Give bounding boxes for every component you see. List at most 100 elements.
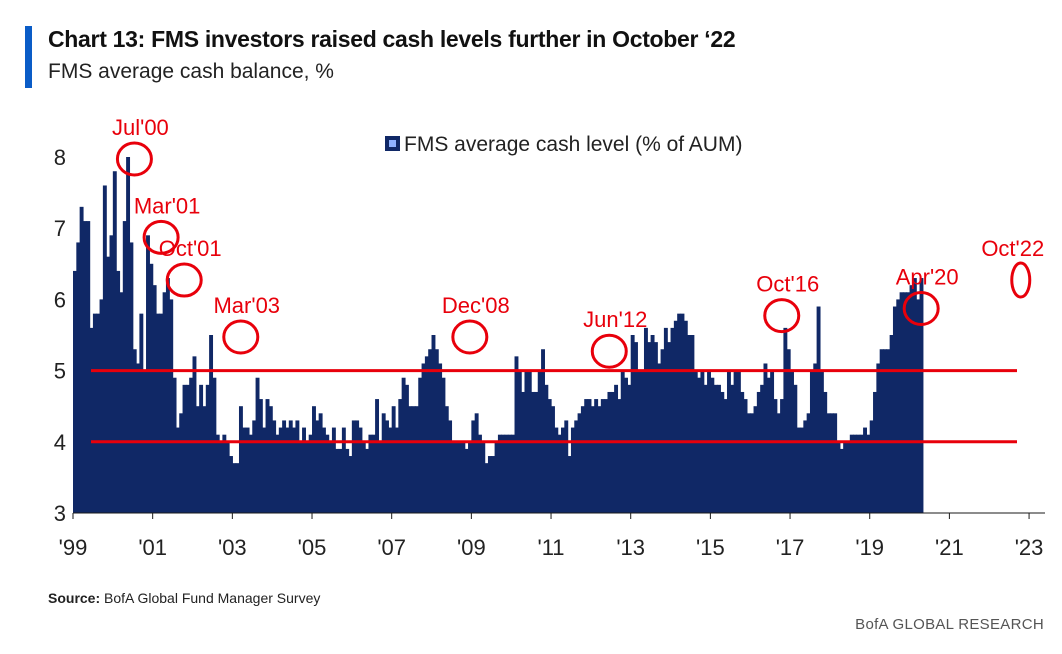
bar [431, 335, 436, 513]
bar [497, 434, 502, 513]
bar [438, 363, 443, 513]
bar [839, 448, 844, 513]
bar [504, 434, 509, 513]
bar [574, 420, 579, 513]
bar [73, 270, 77, 513]
bar [567, 456, 572, 513]
x-tick-label: '23 [1015, 535, 1044, 560]
bar [471, 420, 476, 513]
bar [756, 391, 761, 513]
bar [670, 327, 675, 513]
x-axis-labels: '99 '01 '03 '05 '07 '09 '11 '13 '15 '17 '19 '21 '23 [59, 513, 1044, 560]
bar [554, 427, 559, 513]
bar [783, 327, 788, 513]
annotation-circle [1010, 261, 1032, 299]
bar [590, 406, 595, 513]
x-tick-label: '05 [298, 535, 327, 560]
bar [531, 391, 536, 513]
bar [345, 448, 350, 513]
bar [155, 313, 160, 513]
bar [252, 420, 257, 513]
bar [245, 427, 250, 513]
bar [869, 420, 874, 513]
bar [424, 356, 429, 513]
bar [746, 413, 751, 513]
bar [328, 441, 333, 513]
annotation-label: Apr'20 [896, 265, 959, 290]
bar [401, 377, 406, 513]
bar [195, 406, 200, 513]
bar [331, 427, 336, 513]
bar [577, 413, 582, 513]
bar [248, 434, 253, 513]
bar [902, 292, 907, 513]
bar [813, 363, 818, 513]
bar [454, 441, 459, 513]
y-tick-label: 3 [54, 501, 66, 526]
bar [896, 299, 901, 513]
chart-subtitle: FMS average cash balance, % [48, 60, 334, 83]
bar [132, 349, 137, 513]
bar [285, 427, 290, 513]
bar [82, 221, 87, 513]
bar [434, 349, 439, 513]
bar [534, 391, 539, 513]
bar [653, 342, 658, 513]
bar [106, 256, 111, 513]
bar [750, 413, 755, 513]
bar [849, 434, 854, 513]
bar [109, 235, 114, 513]
bar [122, 221, 127, 513]
bar [560, 427, 565, 513]
bar [388, 427, 393, 513]
bar [796, 427, 801, 513]
bar [657, 363, 662, 513]
bar [265, 399, 270, 513]
x-tick-label: '15 [696, 535, 725, 560]
legend-label: FMS average cash level (% of AUM) [404, 133, 742, 156]
bar [451, 441, 456, 513]
bar [418, 377, 423, 513]
bar [650, 335, 655, 513]
chart-title: Chart 13: FMS investors raised cash leve… [48, 26, 736, 52]
bar [763, 363, 768, 513]
bar [776, 413, 781, 513]
y-tick-label: 8 [54, 145, 66, 170]
bar [853, 434, 858, 513]
bar [126, 157, 131, 513]
bar [634, 342, 638, 513]
bar [165, 278, 170, 513]
bar [600, 399, 605, 513]
bar [780, 399, 785, 513]
bar [859, 434, 864, 513]
x-tick-label: '01 [138, 535, 167, 560]
bar [481, 441, 486, 513]
bar [152, 285, 157, 513]
bar [86, 221, 91, 513]
bar [906, 292, 911, 513]
bar [404, 384, 409, 513]
x-tick-label: '21 [935, 535, 964, 560]
annotation-label: Jun'12 [583, 307, 647, 332]
bar [119, 292, 124, 513]
bar [292, 427, 297, 513]
bar [753, 406, 758, 513]
bar [663, 327, 668, 513]
bar [474, 413, 479, 513]
bar [169, 299, 174, 513]
x-tick-label: '13 [616, 535, 645, 560]
bar [916, 299, 921, 513]
bar [866, 434, 871, 513]
bar [604, 399, 609, 513]
bar [308, 434, 313, 513]
bar [278, 427, 283, 513]
bar [478, 434, 482, 513]
bar [212, 377, 217, 513]
bar [428, 349, 433, 513]
bar [288, 420, 293, 513]
bar [242, 427, 247, 513]
bar [358, 427, 363, 513]
bars [73, 157, 924, 514]
bar [441, 377, 446, 513]
bar [892, 306, 897, 513]
